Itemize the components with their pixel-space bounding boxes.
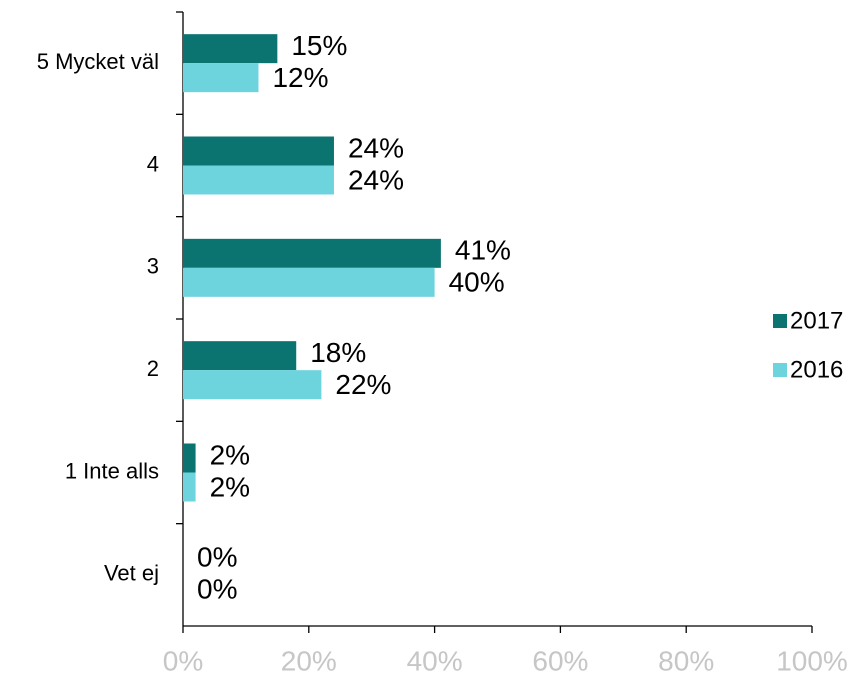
legend-label: 2017 — [790, 307, 843, 334]
value-label: 0% — [197, 574, 237, 605]
y-tick-label: 5 Mycket väl — [37, 49, 159, 74]
value-label: 24% — [348, 132, 404, 163]
bar — [183, 443, 196, 473]
bar — [183, 238, 441, 268]
value-label: 18% — [310, 337, 366, 368]
y-tick-label: 2 — [147, 356, 159, 381]
value-label: 22% — [335, 369, 391, 400]
x-tick-label: 100% — [776, 645, 848, 674]
y-tick-label: 3 — [147, 254, 159, 279]
value-label: 41% — [455, 235, 511, 266]
x-tick-label: 40% — [407, 645, 463, 674]
y-tick-label: 4 — [147, 151, 159, 176]
value-label: 40% — [449, 267, 505, 298]
bar — [183, 267, 435, 297]
legend-swatch — [773, 363, 787, 377]
x-tick-label: 0% — [163, 645, 203, 674]
value-label: 0% — [197, 542, 237, 573]
legend-swatch — [773, 314, 787, 328]
bar — [183, 165, 334, 195]
bar — [183, 370, 322, 400]
value-label: 24% — [348, 164, 404, 195]
x-tick-label: 80% — [658, 645, 714, 674]
bar — [183, 63, 259, 93]
bar — [183, 136, 334, 166]
bar — [183, 472, 196, 502]
bar — [183, 34, 278, 64]
value-label: 12% — [272, 62, 328, 93]
value-label: 15% — [291, 30, 347, 61]
y-tick-label: 1 Inte alls — [65, 458, 159, 483]
legend-label: 2016 — [790, 356, 843, 383]
bar — [183, 341, 297, 371]
y-tick-label: Vet ej — [104, 561, 159, 586]
value-label: 2% — [210, 471, 250, 502]
x-tick-label: 20% — [281, 645, 337, 674]
value-label: 2% — [210, 439, 250, 470]
x-tick-label: 60% — [532, 645, 588, 674]
